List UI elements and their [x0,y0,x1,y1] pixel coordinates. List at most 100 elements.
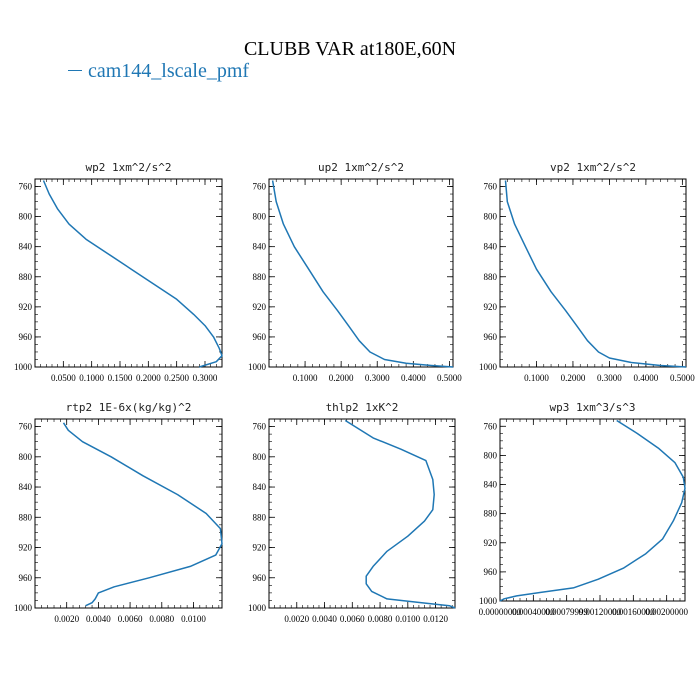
series-line [42,180,223,368]
panel-title: rtp2 1E-6x(kg/kg)^2 [66,401,192,414]
y-tick-label: 840 [253,242,267,252]
x-tick-label: 0.3000 [365,373,390,383]
y-tick-label: 1000 [14,362,33,372]
x-tick-label: 0.0120 [423,614,448,624]
y-tick-label: 800 [253,452,267,462]
series-line [62,422,223,607]
y-tick-label: 840 [253,482,267,492]
x-tick-label: 0.1000 [79,373,104,383]
x-tick-label: 0.0020 [284,614,309,624]
y-tick-label: 920 [484,302,498,312]
y-tick-label: 1000 [479,362,498,372]
x-tick-label: 0.0100 [181,614,206,624]
y-tick-label: 800 [484,450,498,460]
panel-6: wp3 1xm^3/s^3 0.000000000.000400000.00079… [479,401,689,617]
panel-title: thlp2 1xK^2 [326,401,399,414]
y-tick-label: 1000 [14,603,33,613]
y-tick-label: 880 [253,512,267,522]
plot-frame [499,418,686,602]
y-tick-label: 880 [484,272,498,282]
y-tick-label: 800 [253,212,267,222]
x-tick-label: 0.00120000 [579,607,622,617]
panel-title: wp3 1xm^3/s^3 [549,401,635,414]
plot-frame [268,418,456,609]
y-tick-label: 840 [19,242,33,252]
x-tick-label: 0.1500 [108,373,133,383]
y-tick-label: 1000 [248,362,267,372]
y-tick-label: 760 [253,182,267,192]
x-tick-label: 0.0080 [368,614,393,624]
page-title: CLUBB VAR at180E,60N [243,38,457,60]
x-tick-label: 0.0080 [149,614,174,624]
y-tick-label: 880 [484,509,498,519]
plot-frame [34,178,223,368]
y-tick-label: 800 [484,212,498,222]
x-tick-label: 0.2000 [561,373,586,383]
series-line [504,180,687,368]
plot-frame [499,178,687,368]
y-tick-label: 880 [19,512,33,522]
x-tick-label: 0.2000 [136,373,161,383]
y-tick-label: 800 [19,452,33,462]
x-tick-label: 0.00160000 [612,607,655,617]
y-tick-label: 1000 [248,603,267,613]
x-tick-label: 0.0060 [118,614,143,624]
x-tick-label: 0.0060 [340,614,365,624]
y-tick-label: 920 [253,302,267,312]
panel-1: wp2 1xm^2/s^2 0.0500 0.1000 0.1500 0.2000 0.2… [14,161,223,383]
x-tick-label: 0.5000 [437,373,462,383]
x-tick-label: 0.00040000 [512,607,555,617]
y-tick-label: 840 [484,242,498,252]
y-tick-label: 760 [253,422,267,432]
x-tick-label: 0.4000 [401,373,426,383]
series-line [499,419,686,602]
plot-frame [268,178,454,368]
x-tick-label: 0.3000 [597,373,622,383]
panel-title: vp2 1xm^2/s^2 [550,161,636,174]
panel-3: vp2 1xm^2/s^2 0.1000 0.2000 0.3000 0.4000 0.5… [479,161,695,383]
y-tick-label: 760 [484,421,498,431]
plot-frame [34,418,223,609]
x-tick-label: 0.1000 [293,373,318,383]
y-tick-label: 880 [19,272,33,282]
y-tick-label: 800 [19,212,33,222]
x-tick-label: 0.4000 [634,373,659,383]
y-tick-label: 920 [484,538,498,548]
y-tick-label: 960 [19,573,33,583]
series-line [344,419,456,609]
y-tick-label: 920 [19,302,33,312]
y-tick-label: 920 [19,543,33,553]
legend-line-icon [68,69,82,71]
panel-5: thlp2 1xK^2 0.0020 0.0040 0.0060 0.0080 0.010… [248,401,456,624]
x-tick-label: 0.0500 [51,373,76,383]
panel-4: rtp2 1E-6x(kg/kg)^2 0.0020 0.0040 0.0060 0.0… [14,401,223,624]
x-tick-label: 0.0100 [395,614,420,624]
x-tick-label: 0.00200000 [645,607,688,617]
y-tick-label: 960 [253,573,267,583]
y-tick-label: 760 [19,422,33,432]
x-tick-label: 0.00079999 [545,607,588,617]
y-tick-label: 960 [484,332,498,342]
x-tick-label: 0.0020 [54,614,79,624]
legend: cam144_lscale_pmf [68,60,249,83]
y-tick-label: 1000 [479,596,498,606]
x-tick-label: 0.5000 [670,373,695,383]
y-tick-label: 880 [253,272,267,282]
panel-title: up2 1xm^2/s^2 [318,161,404,174]
y-tick-label: 960 [253,332,267,342]
y-tick-label: 840 [19,482,33,492]
x-tick-label: 0.3000 [193,373,218,383]
panel-2: up2 1xm^2/s^2 0.1000 0.2000 0.3000 0.4000 0.5… [248,161,462,383]
panel-title: wp2 1xm^2/s^2 [85,161,171,174]
y-tick-label: 960 [484,567,498,577]
legend-label: cam144_lscale_pmf [88,60,250,82]
y-tick-label: 920 [253,543,267,553]
x-tick-label: 0.2500 [164,373,189,383]
x-tick-label: 0.1000 [524,373,549,383]
y-tick-label: 760 [484,182,498,192]
x-tick-label: 0.2000 [329,373,354,383]
y-tick-label: 840 [484,480,498,490]
x-tick-label: 0.00000000 [479,607,522,617]
x-tick-label: 0.0040 [312,614,337,624]
